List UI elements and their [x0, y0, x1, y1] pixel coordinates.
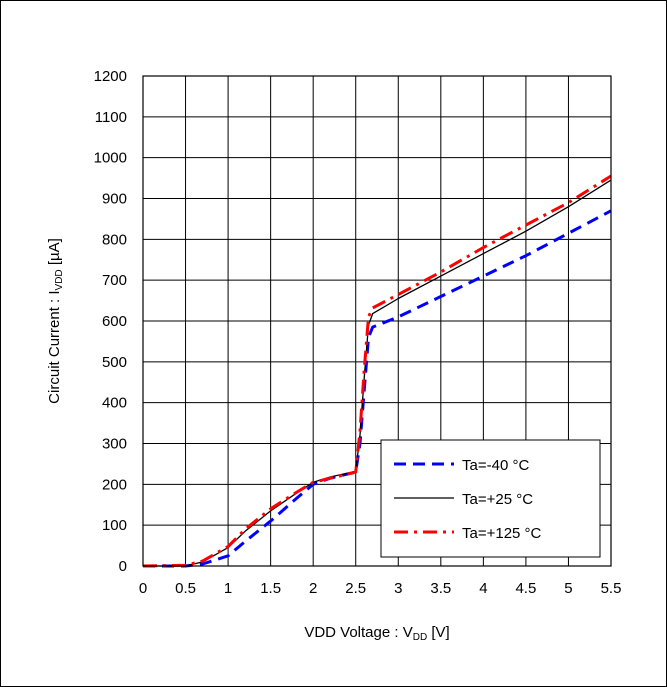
y-tick-label: 0 [119, 558, 127, 575]
x-tick-label: 5 [564, 580, 572, 597]
legend: Ta=-40 °C Ta=+25 °C Ta=+125 °C [380, 439, 601, 558]
x-tick-label: 2.5 [345, 580, 366, 597]
y-tick-label: 1100 [95, 109, 127, 126]
x-tick-label: 4.5 [515, 580, 536, 597]
y-axis-title: Circuit Current : IVDD [µA] [46, 238, 65, 404]
x-tick-labels: 0 0.5 1 1.5 2 2.5 3 3.5 4 4.5 5 5.5 [139, 580, 622, 597]
x-tick-label: 5.5 [601, 580, 622, 597]
y-tick-label: 900 [102, 191, 127, 208]
legend-label-0: Ta=-40 °C [462, 457, 529, 474]
x-axis-title: VDD Voltage : VDD [V] [304, 624, 449, 643]
x-tick-label: 0 [139, 580, 147, 597]
x-tick-label: 3 [394, 580, 402, 597]
x-tick-label: 4 [479, 580, 487, 597]
y-tick-label: 1000 [94, 150, 127, 167]
y-tick-label: 700 [102, 272, 127, 289]
series-lines [142, 174, 612, 568]
y-tick-labels: 0 100 200 300 400 500 600 700 800 900 1000 1100 1200 [94, 68, 127, 575]
x-tick-label: 2 [309, 580, 317, 597]
y-tick-label: 200 [102, 476, 127, 493]
y-tick-label: 800 [102, 231, 127, 248]
legend-label-1: Ta=+25 °C [462, 491, 533, 508]
x-tick-label: 0.5 [175, 580, 196, 597]
series-line-2 [142, 174, 612, 568]
y-tick-label: 500 [102, 354, 127, 371]
x-tick-label: 3.5 [430, 580, 451, 597]
y-tick-label: 100 [102, 517, 127, 534]
y-tick-label: 400 [102, 395, 127, 412]
x-tick-label: 1.5 [260, 580, 281, 597]
plot-border [142, 75, 612, 567]
y-tick-label: 600 [102, 313, 127, 330]
y-tick-label: 300 [102, 436, 127, 453]
legend-label-2: Ta=+125 °C [462, 525, 542, 542]
y-tick-label: 1200 [94, 68, 127, 85]
x-tick-label: 1 [224, 580, 232, 597]
